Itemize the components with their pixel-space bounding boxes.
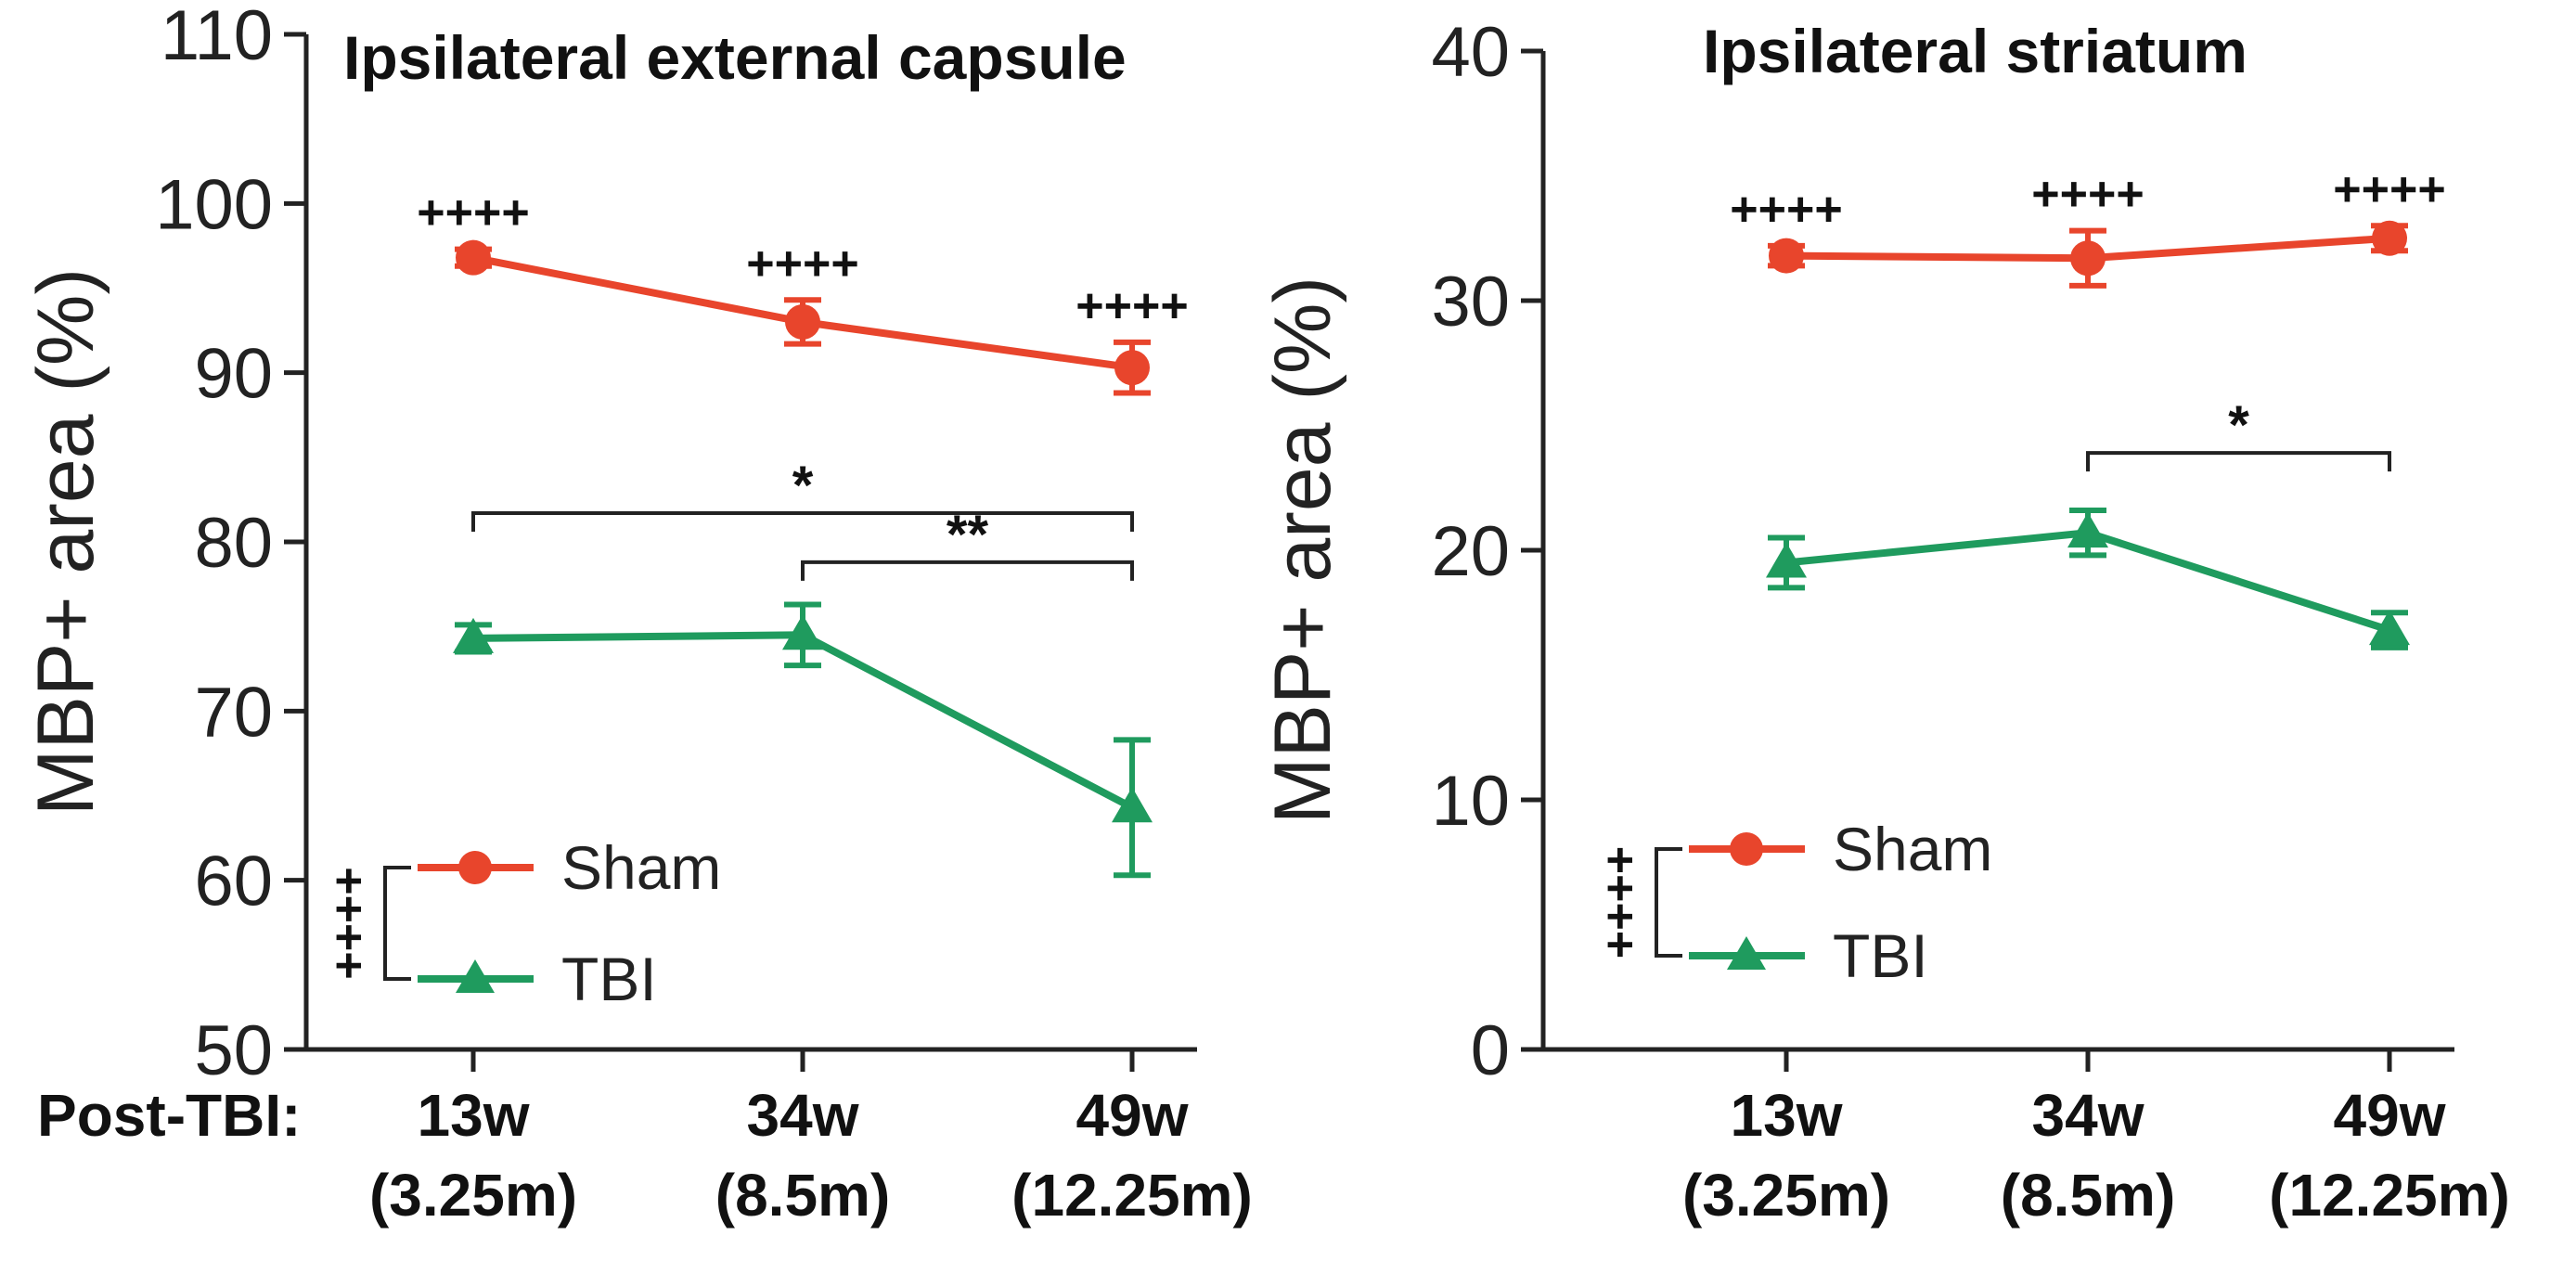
legend-marker-sham bbox=[458, 851, 492, 884]
x-tick-sublabel: (12.25m) bbox=[2269, 1162, 2510, 1229]
significance-label: * bbox=[792, 456, 814, 516]
legend-label-sham: Sham bbox=[1833, 815, 1992, 883]
panel-striatum: 0 10 20 30 40 13w (3.25m) 34w (8.5m) 49w (12.25m) I… bbox=[1258, 13, 2510, 1229]
group-bracket bbox=[1655, 847, 1682, 958]
x-tick-label: 49w bbox=[2334, 1082, 2446, 1149]
data-point-tbi bbox=[1112, 787, 1153, 823]
data-point-tbi bbox=[2369, 610, 2410, 646]
x-tick-sublabel: (3.25m) bbox=[1682, 1162, 1890, 1229]
data-point-sham bbox=[2372, 220, 2407, 256]
y-tick-label: 80 bbox=[194, 504, 273, 583]
legend-label-tbi: TBI bbox=[561, 945, 657, 1013]
significance-mark: ++++ bbox=[417, 187, 529, 240]
data-point-tbi bbox=[2067, 512, 2108, 548]
significance-mark: ++++ bbox=[746, 237, 858, 290]
group-significance-label: ++++ bbox=[322, 867, 376, 979]
legend-label-tbi: TBI bbox=[1833, 921, 1928, 990]
chart-title: Ipsilateral striatum bbox=[1703, 17, 2248, 85]
legend-marker-tbi bbox=[1727, 936, 1766, 970]
x-tick-label: 34w bbox=[747, 1082, 859, 1149]
legend-marker-tbi bbox=[456, 959, 495, 993]
y-tick-label: 60 bbox=[194, 843, 273, 921]
data-point-tbi bbox=[453, 617, 494, 653]
comparison-bracket bbox=[2086, 451, 2391, 472]
data-point-sham bbox=[456, 239, 491, 276]
group-significance-label: ++++ bbox=[1593, 846, 1647, 959]
y-tick-label: 20 bbox=[1431, 512, 1510, 591]
x-tick-sublabel: (8.5m) bbox=[2001, 1162, 2176, 1229]
x-tick-sublabel: (12.25m) bbox=[1011, 1162, 1253, 1229]
data-point-sham bbox=[1114, 350, 1150, 386]
comparison-bracket bbox=[471, 511, 1134, 533]
significance-label: ** bbox=[947, 505, 989, 565]
x-tick-label: 34w bbox=[2032, 1082, 2145, 1149]
y-tick-label: 10 bbox=[1431, 762, 1510, 841]
x-tick-sublabel: (3.25m) bbox=[369, 1162, 577, 1229]
panel-external-capsule: 50 60 70 80 90 100 110 13w (3.25m) 34w (8.5m) 49w (1… bbox=[21, 0, 1253, 1229]
y-axis-label: MBP+ area (%) bbox=[1258, 277, 1347, 824]
y-tick-label: 40 bbox=[1431, 13, 1510, 92]
y-tick-label: 110 bbox=[161, 0, 273, 75]
group-bracket bbox=[383, 866, 411, 981]
significance-mark: ++++ bbox=[1730, 183, 1842, 237]
x-tick-label: 13w bbox=[1731, 1082, 1843, 1149]
x-tick-label: 49w bbox=[1076, 1082, 1189, 1149]
chart-title: Ipsilateral external capsule bbox=[343, 23, 1127, 92]
significance-mark: ++++ bbox=[2333, 162, 2445, 216]
legend-label-sham: Sham bbox=[561, 833, 721, 902]
comparison-bracket bbox=[801, 560, 1134, 581]
legend-marker-sham bbox=[1730, 832, 1763, 866]
x-tick-sublabel: (8.5m) bbox=[715, 1162, 891, 1229]
y-tick-label: 70 bbox=[194, 673, 273, 752]
y-axis-label: MBP+ area (%) bbox=[21, 268, 110, 816]
data-point-sham bbox=[1769, 238, 1804, 274]
y-tick-label: 50 bbox=[194, 1011, 273, 1090]
post-tbi-label: Post-TBI: bbox=[37, 1082, 301, 1149]
significance-mark: ++++ bbox=[1075, 279, 1188, 333]
significance-mark: ++++ bbox=[2031, 168, 2144, 222]
significance-label: * bbox=[2228, 395, 2249, 456]
data-point-tbi bbox=[1766, 542, 1807, 578]
y-tick-label: 100 bbox=[155, 165, 273, 244]
y-tick-label: 90 bbox=[194, 335, 273, 414]
y-tick-label: 30 bbox=[1431, 263, 1510, 341]
x-tick-label: 13w bbox=[418, 1082, 530, 1149]
y-tick-label: 0 bbox=[1471, 1011, 1510, 1090]
data-point-sham bbox=[2070, 240, 2106, 277]
data-point-tbi bbox=[782, 614, 823, 650]
data-point-sham bbox=[785, 303, 820, 340]
